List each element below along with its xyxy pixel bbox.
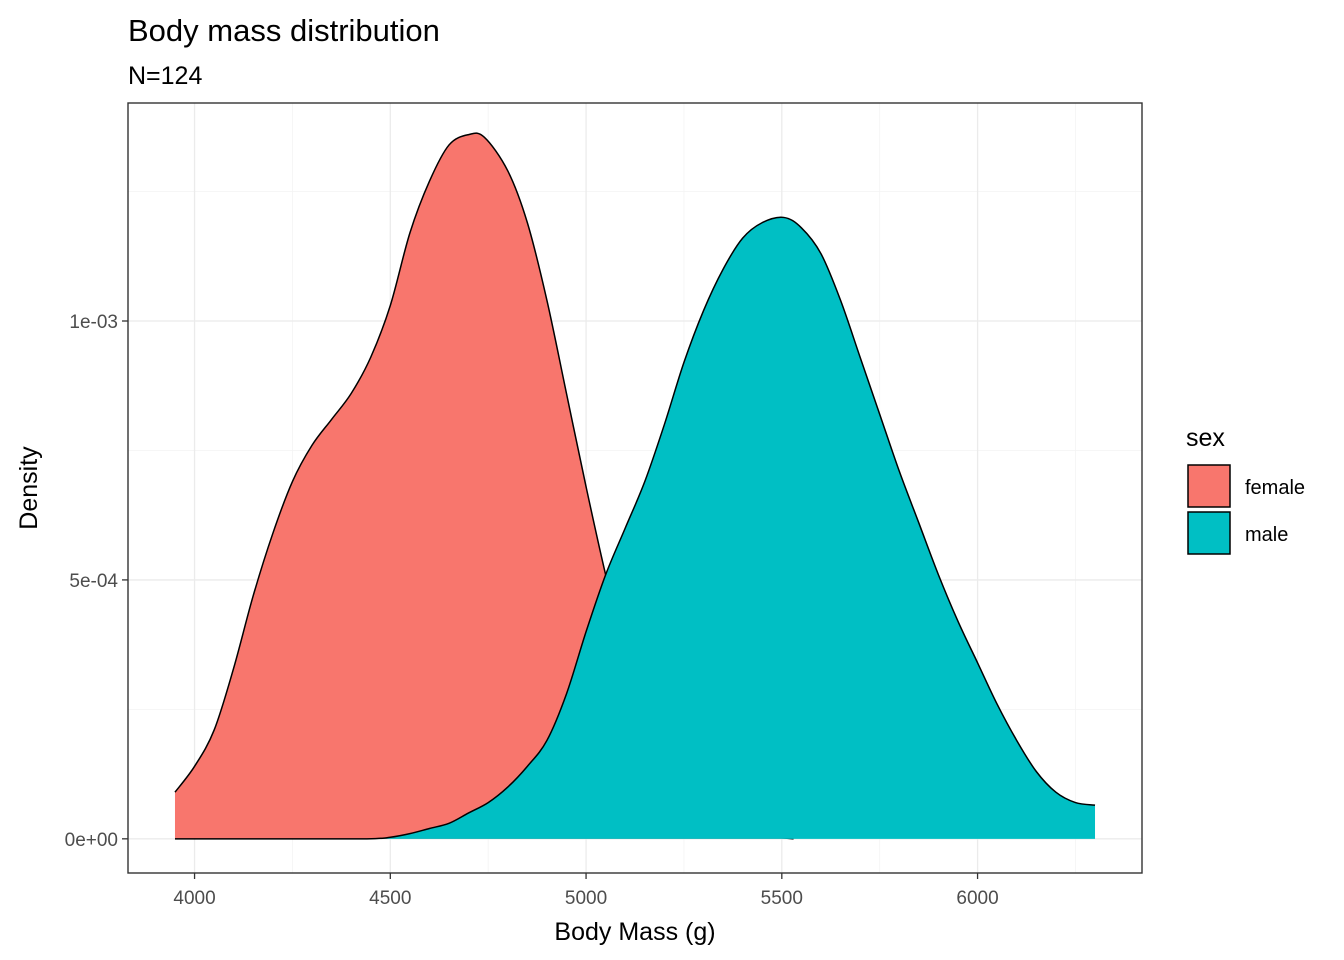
legend-label-male: male bbox=[1245, 524, 1288, 546]
x-tick-label: 5000 bbox=[565, 888, 607, 909]
density-line-male bbox=[174, 216, 1096, 840]
x-tick-label: 4000 bbox=[173, 888, 215, 909]
y-tick-label: 5e-04 bbox=[69, 571, 118, 592]
plot-border bbox=[127, 102, 1143, 874]
density-series bbox=[174, 132, 1096, 840]
y-tick-label: 1e-03 bbox=[69, 312, 118, 333]
y-axis: 0e+00 5e-04 1e-03 bbox=[65, 312, 128, 851]
x-axis: 4000 4500 5000 5500 6000 bbox=[173, 873, 999, 909]
x-axis-title: Body Mass (g) bbox=[554, 918, 715, 946]
legend-title: sex bbox=[1186, 424, 1225, 452]
legend-key-male bbox=[1187, 511, 1231, 555]
legend: sex female male bbox=[1186, 424, 1305, 555]
legend-key-female bbox=[1187, 464, 1231, 508]
legend-label-female: female bbox=[1245, 477, 1305, 499]
chart-title: Body mass distribution bbox=[128, 13, 440, 48]
x-tick-label: 5500 bbox=[761, 888, 803, 909]
x-tick-label: 4500 bbox=[369, 888, 411, 909]
chart-subtitle: N=124 bbox=[128, 62, 202, 90]
legend-items: female male bbox=[1187, 464, 1305, 555]
y-axis-title: Density bbox=[15, 446, 43, 530]
density-area-female bbox=[174, 133, 794, 839]
y-tick-label: 0e+00 bbox=[65, 830, 118, 851]
x-tick-label: 6000 bbox=[956, 888, 998, 909]
